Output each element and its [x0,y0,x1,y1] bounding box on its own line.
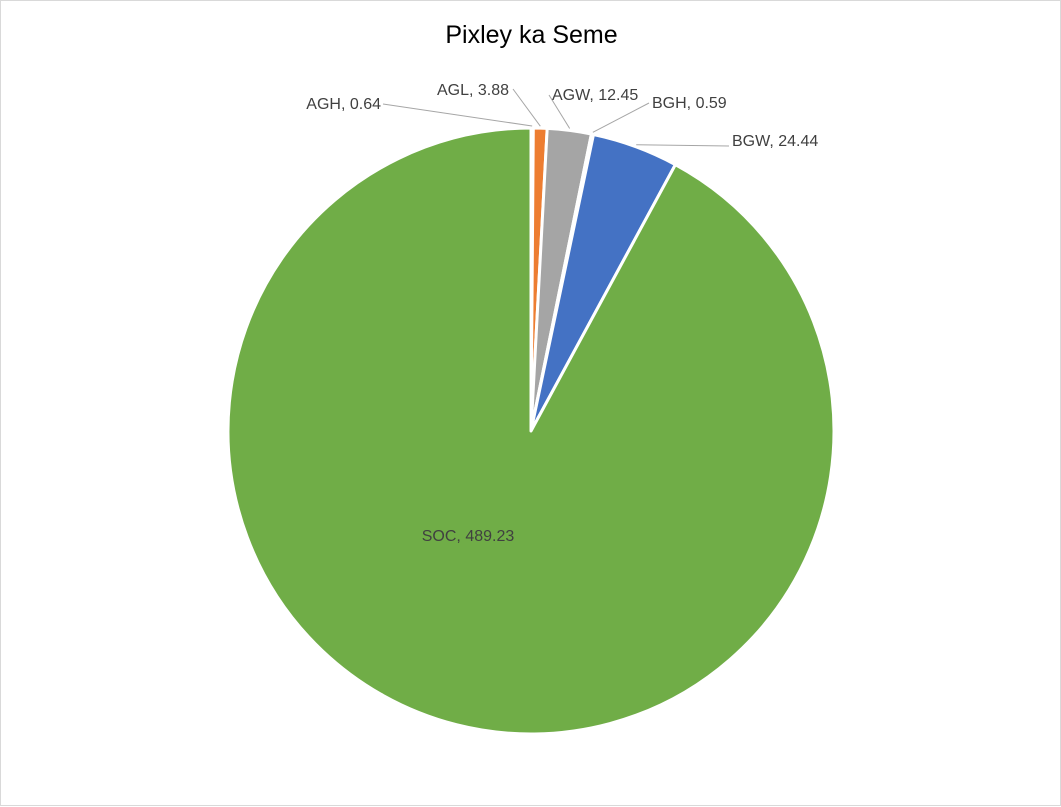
data-label-agh: AGH, 0.64 [306,96,381,113]
data-labels: AGH, 0.64 AGL, 3.88 AGW, 12.45 BGH, 0.59 BGW… [306,82,818,545]
leader-lines [382,88,730,147]
leader-line-agh [382,103,533,127]
pie-slices [226,126,836,736]
leader-line-agl [512,88,541,127]
pie-slice-soc [226,126,836,736]
leader-line-bgw [636,144,730,147]
data-label-bgh: BGH, 0.59 [652,95,727,112]
leader-line-bgh [592,102,650,133]
data-label-agl: AGL, 3.88 [437,82,509,99]
chart-title: Pixley ka Seme [445,21,618,49]
leader-line-agw [548,94,571,129]
data-label-bgw: BGW, 24.44 [732,133,818,150]
data-label-agw: AGW, 12.45 [552,87,638,104]
data-label-soc: SOC, 489.23 [422,528,515,545]
